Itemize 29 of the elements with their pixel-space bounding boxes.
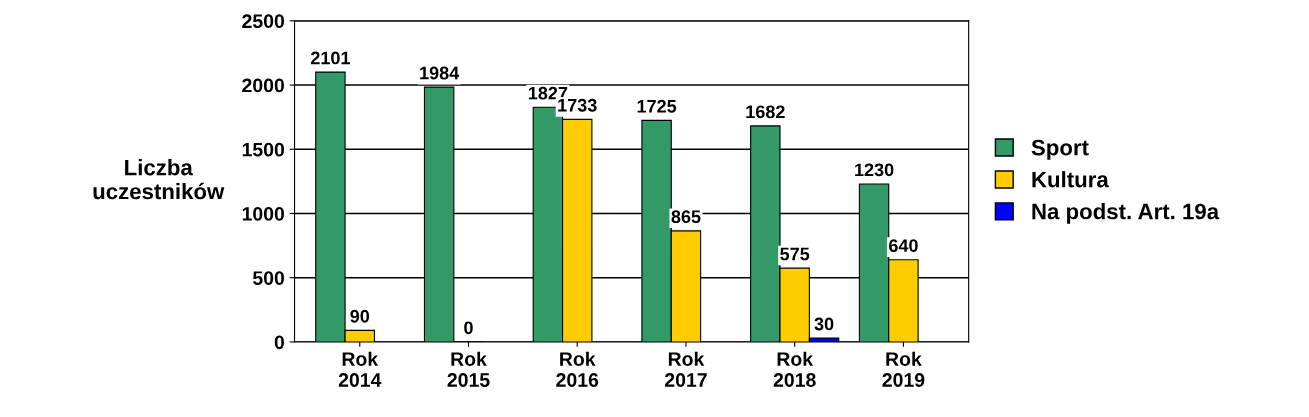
data-label: 1725: [637, 99, 677, 113]
data-label: 865: [671, 210, 701, 224]
x-tick-label: Rok 2014: [338, 351, 382, 387]
x-tick-label: Rok 2018: [773, 351, 816, 387]
y-tick-label: 500: [252, 271, 285, 285]
data-label: 1733: [558, 98, 597, 112]
data-label: 1682: [746, 105, 785, 119]
legend-label: Kultura: [1032, 171, 1109, 188]
data-label: 0: [464, 321, 473, 335]
legend-label: Na podst. Art. 19a: [1032, 203, 1220, 224]
x-tick-label: Rok 2019: [882, 351, 925, 387]
x-tick-label: Rok 2016: [556, 351, 599, 387]
x-tick-label: Rok 2015: [447, 351, 490, 387]
y-tick-label: 1000: [242, 206, 285, 221]
data-label: 30: [814, 317, 834, 331]
legend-label: Sport: [1031, 139, 1089, 160]
y-tick-label: 1500: [242, 142, 285, 157]
data-label: 640: [889, 239, 918, 253]
y-tick-label: 0: [274, 335, 285, 350]
y-tick-label: 2500: [242, 14, 285, 29]
data-label: 1827: [528, 86, 568, 100]
data-label: 90: [350, 309, 370, 323]
y-axis-title: Liczba uczestników: [93, 159, 225, 200]
data-label: 575: [780, 247, 810, 261]
data-label: 1230: [855, 163, 894, 177]
data-label: 1984: [420, 66, 460, 80]
data-label: 2101: [310, 51, 350, 65]
x-tick-label: Rok 2017: [665, 351, 707, 387]
y-tick-label: 2000: [242, 78, 285, 93]
